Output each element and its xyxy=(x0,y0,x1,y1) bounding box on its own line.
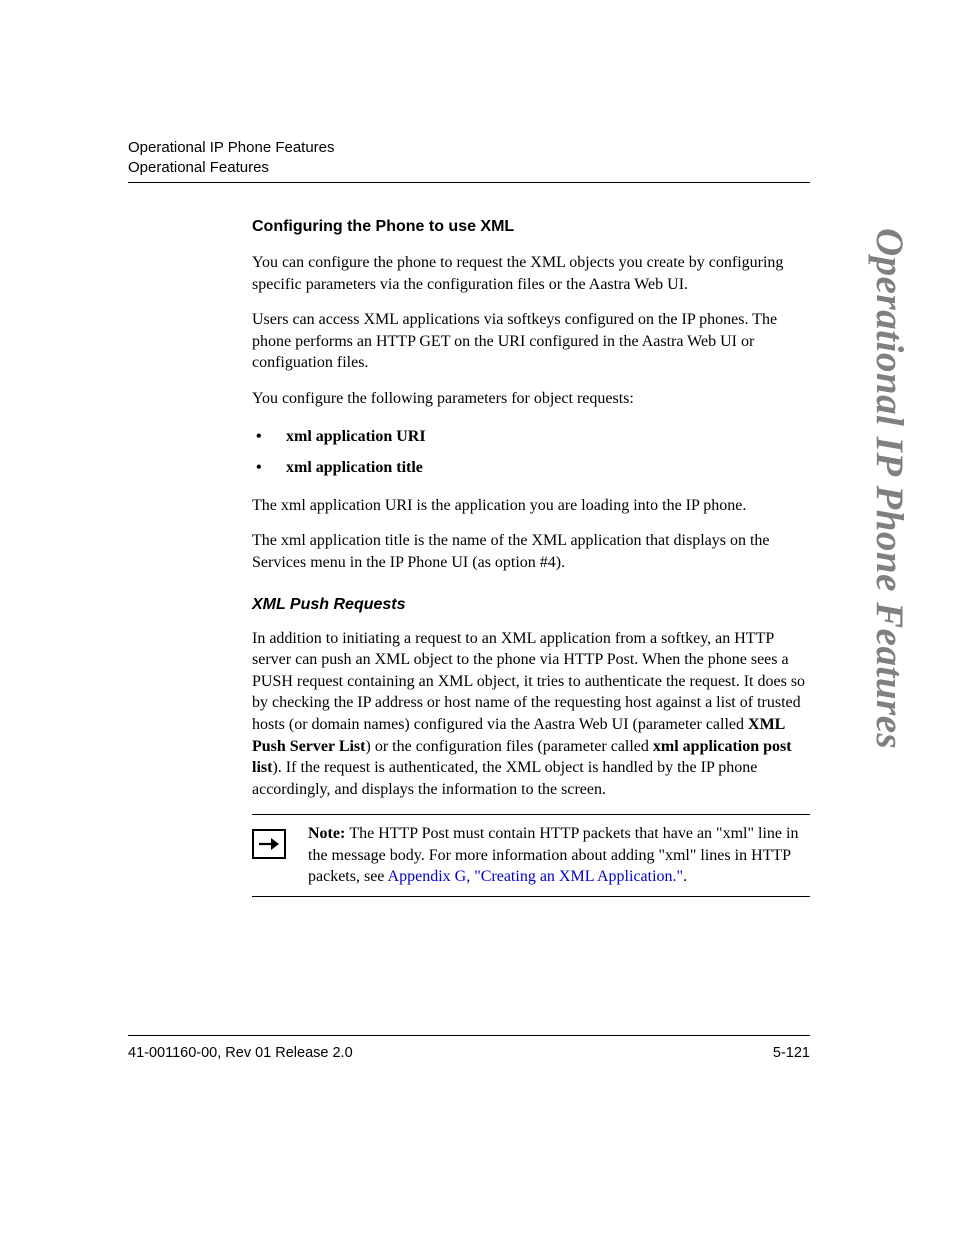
footer-left: 41-001160-00, Rev 01 Release 2.0 xyxy=(128,1045,353,1061)
cross-reference-link: Appendix G, "Creating an XML Application… xyxy=(388,868,684,885)
paragraph: You can configure the phone to request t… xyxy=(252,252,810,295)
paragraph: In addition to initiating a request to a… xyxy=(252,628,810,801)
side-tab-title: Operational IP Phone Features xyxy=(850,228,912,808)
bullet-item: xml application URI xyxy=(252,424,810,450)
subsection-heading: XML Push Requests xyxy=(252,596,810,614)
section-heading: Configuring the Phone to use XML xyxy=(252,218,810,236)
running-header: Operational IP Phone Features Operationa… xyxy=(128,138,810,179)
paragraph: Users can access XML applications via so… xyxy=(252,309,810,374)
footer-rule xyxy=(128,1035,810,1036)
paragraph: You configure the following parameters f… xyxy=(252,388,810,410)
text-run: ) or the configuration files (parameter … xyxy=(365,738,652,755)
note-text: Note: The HTTP Post must contain HTTP pa… xyxy=(308,823,810,888)
footer: 41-001160-00, Rev 01 Release 2.0 5-121 xyxy=(128,1045,810,1061)
note-block: Note: The HTTP Post must contain HTTP pa… xyxy=(252,814,810,897)
arrow-right-icon xyxy=(252,829,286,859)
content-area: Configuring the Phone to use XML You can… xyxy=(252,218,810,897)
note-rule-bottom xyxy=(252,896,810,897)
text-run: In addition to initiating a request to a… xyxy=(252,630,805,733)
header-line-2: Operational Features xyxy=(128,158,810,178)
paragraph: The xml application URI is the applicati… xyxy=(252,495,810,517)
header-rule xyxy=(128,182,810,183)
header-line-1: Operational IP Phone Features xyxy=(128,138,810,158)
bullet-item: xml application title xyxy=(252,455,810,481)
text-run: . xyxy=(683,868,687,885)
page: Operational IP Phone Features Operationa… xyxy=(0,0,954,1235)
bold-run: Note: xyxy=(308,825,349,842)
paragraph: The xml application title is the name of… xyxy=(252,530,810,573)
bullet-list: xml application URI xml application titl… xyxy=(252,424,810,481)
text-run: ). If the request is authenticated, the … xyxy=(252,759,757,798)
note-icon-cell xyxy=(252,823,308,859)
footer-right: 5-121 xyxy=(773,1045,810,1061)
